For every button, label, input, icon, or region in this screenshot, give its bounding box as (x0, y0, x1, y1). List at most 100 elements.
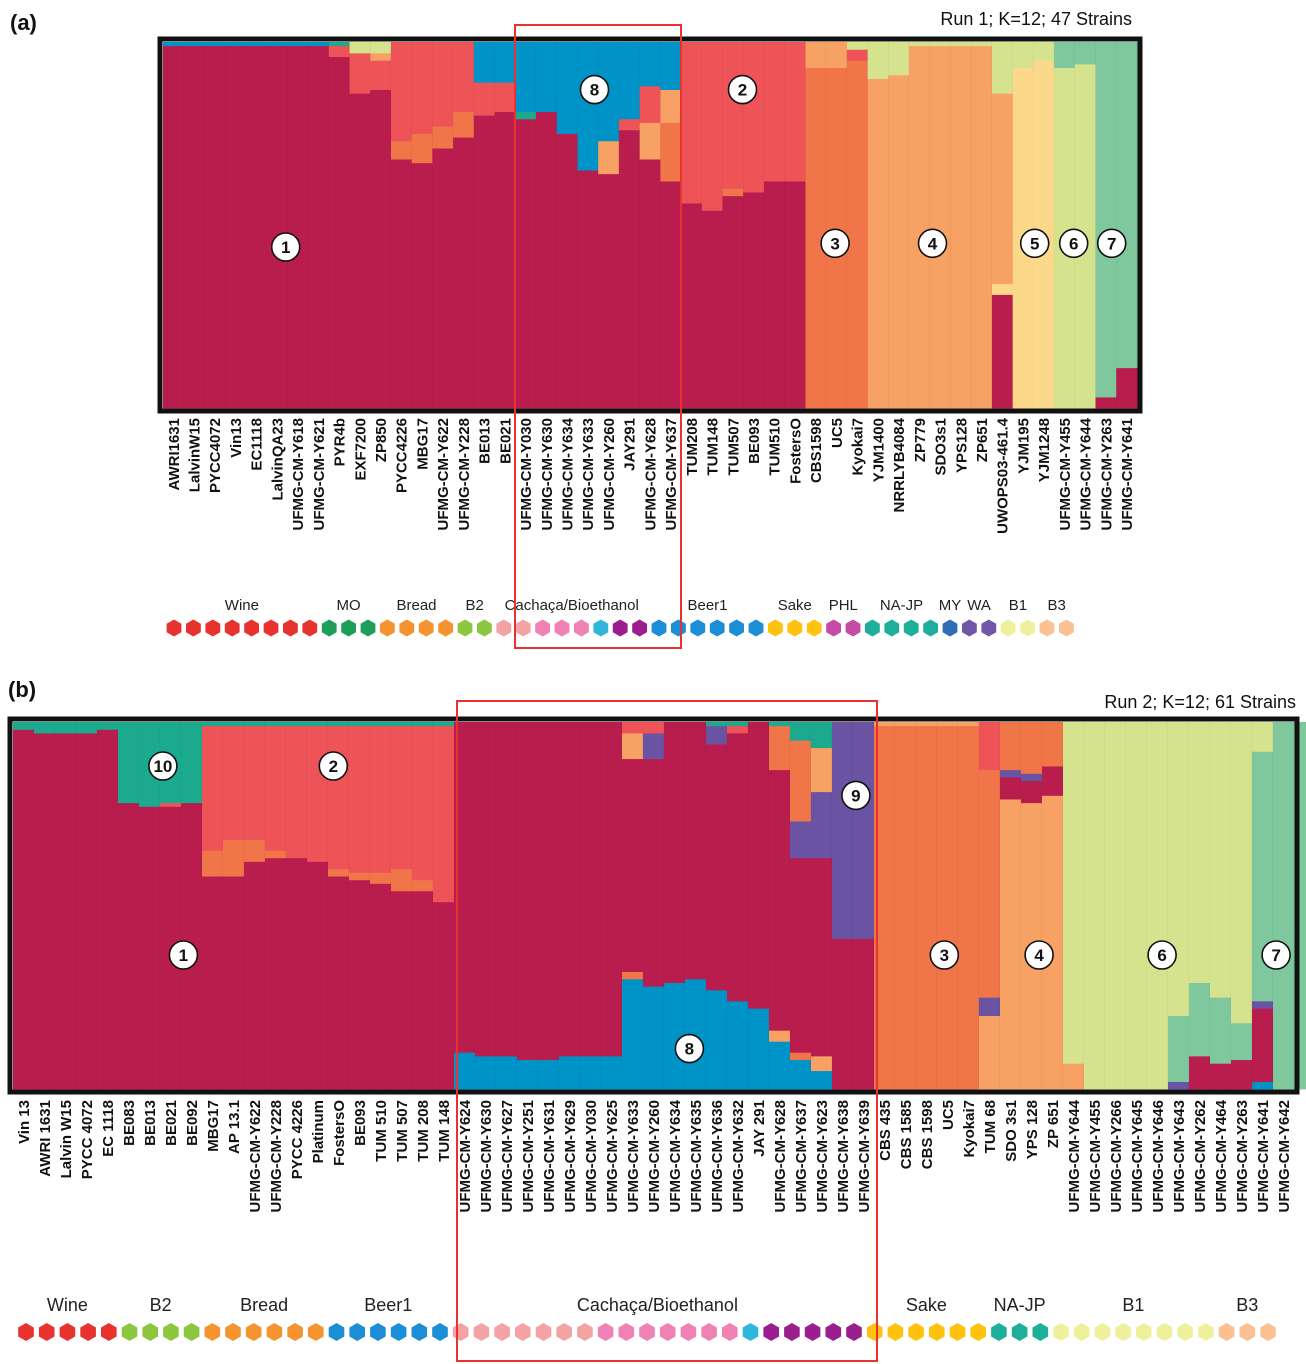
ancestry-segment-2 (391, 725, 413, 870)
population-hexagon (1156, 1323, 1173, 1341)
structure-bar (223, 722, 245, 1090)
population-hexagon (748, 619, 764, 637)
strain-label: TUM 68 (982, 1100, 999, 1153)
structure-bar (1084, 722, 1106, 1090)
structure-bar (411, 42, 433, 409)
population-hexagon (1053, 1323, 1069, 1341)
population-hexagon (1260, 1323, 1276, 1341)
ancestry-segment-3 (846, 60, 869, 409)
structure-bar (1231, 722, 1253, 1090)
strain-label: UFMG-CM-Y631 (541, 1100, 558, 1213)
strain-label: AWRI1631 (166, 418, 183, 491)
ancestry-segment-2 (622, 722, 644, 734)
ancestry-segment-1 (349, 93, 371, 409)
ancestry-segment-1 (559, 722, 581, 1057)
structure-bar (286, 722, 308, 1090)
ancestry-segment-3 (660, 122, 682, 182)
population-hexagon (224, 619, 240, 637)
ancestry-segment-1 (536, 111, 558, 409)
ancestry-segment-6 (1168, 722, 1190, 1016)
strain-label: UFMG-CM-Y260 (646, 1100, 663, 1213)
structure-bar (1210, 722, 1232, 1090)
ancestry-segment-8 (266, 42, 288, 47)
population-label: Cachaça/Bioethanol (505, 597, 639, 614)
ancestry-segment-1 (183, 45, 206, 409)
population-hexagon (722, 1323, 738, 1341)
panel-a-title: Run 1; K=12; 47 Strains (940, 9, 1132, 29)
ancestry-segment-1 (286, 857, 308, 1090)
ancestry-segment-6 (1231, 722, 1253, 1024)
strain-label: MBG17 (205, 1100, 222, 1152)
structure-bar (55, 722, 77, 1090)
structure-bar (370, 722, 392, 1090)
population-label: Cachaça/Bioethanol (577, 1295, 738, 1315)
cluster-number: 10 (153, 757, 172, 776)
population-hexagon (593, 619, 609, 637)
population-hexagon (806, 619, 822, 637)
ancestry-segment-1 (1210, 1063, 1232, 1090)
population-hexagon (142, 1323, 158, 1341)
ancestry-segment-2 (390, 42, 413, 142)
structure-bar (34, 722, 56, 1090)
structure-bar (805, 42, 827, 409)
ancestry-segment-6 (929, 42, 952, 47)
strain-label: YJM1400 (870, 418, 887, 482)
ancestry-segment-4 (370, 52, 392, 61)
structure-bar (643, 722, 665, 1090)
population-hexagon (349, 1323, 365, 1341)
ancestry-segment-2 (433, 725, 455, 903)
population-hexagon (477, 619, 492, 637)
ancestry-segment-4 (811, 1055, 833, 1072)
strain-label: YPS128 (953, 418, 970, 473)
ancestry-segment-4 (1000, 799, 1022, 1090)
strain-label: CBS 435 (877, 1100, 894, 1161)
ancestry-segment-1 (223, 876, 245, 1090)
ancestry-segment-8 (494, 42, 516, 83)
ancestry-segment-10 (790, 722, 812, 741)
ancestry-segment-10 (328, 722, 350, 727)
ancestry-segment-3 (349, 872, 371, 881)
structure-bar (950, 42, 972, 409)
ancestry-segment-2 (202, 725, 224, 851)
ancestry-segment-3 (202, 850, 224, 877)
strain-label: UFMG-CM-Y637 (793, 1100, 810, 1213)
structure-bar (660, 42, 682, 409)
panel-b-cachaca-highlight-box (456, 700, 878, 1362)
ancestry-segment-2 (370, 725, 392, 873)
cluster-number: 4 (1034, 946, 1044, 965)
strain-label: UFMG-CM-Y228 (268, 1100, 285, 1213)
ancestry-segment-10 (706, 722, 728, 727)
ancestry-segment-1 (743, 192, 765, 409)
ancestry-segment-4 (867, 78, 889, 409)
strain-label: ZP 651 (1045, 1100, 1062, 1148)
population-hexagon (321, 619, 337, 637)
structure-bar (265, 722, 287, 1090)
population-label: Bread (396, 597, 436, 614)
structure-bar (181, 722, 203, 1090)
population-hexagon (1000, 619, 1016, 637)
structure-bar (204, 42, 226, 409)
ancestry-segment-1 (453, 137, 475, 409)
structure-bar (958, 722, 980, 1090)
strain-label: LalvinQA23 (269, 418, 286, 501)
strain-label: CBS 1598 (919, 1100, 936, 1169)
population-hexagon (1239, 1323, 1256, 1341)
population-hexagon (244, 619, 259, 637)
ancestry-segment-1 (685, 722, 707, 980)
cluster-marker-circle (148, 751, 178, 781)
structure-bar (244, 722, 266, 1090)
structure-bar (1116, 42, 1138, 409)
strain-label: UFMG-CM-Y455 (1087, 1100, 1104, 1213)
ancestry-segment-3 (391, 868, 413, 892)
population-hexagon (709, 619, 725, 637)
ancestry-segment-3 (790, 740, 812, 822)
cluster-marker: 3 (820, 228, 850, 259)
ancestry-segment-4 (598, 140, 620, 175)
strain-label: UFMG-CM-Y263 (1098, 418, 1115, 531)
population-label: Sake (778, 597, 812, 614)
structure-bar (266, 42, 288, 409)
ancestry-segment-2 (453, 42, 475, 112)
structure-bar (349, 722, 371, 1090)
population-hexagon (266, 1323, 283, 1341)
structure-bar (769, 722, 791, 1090)
